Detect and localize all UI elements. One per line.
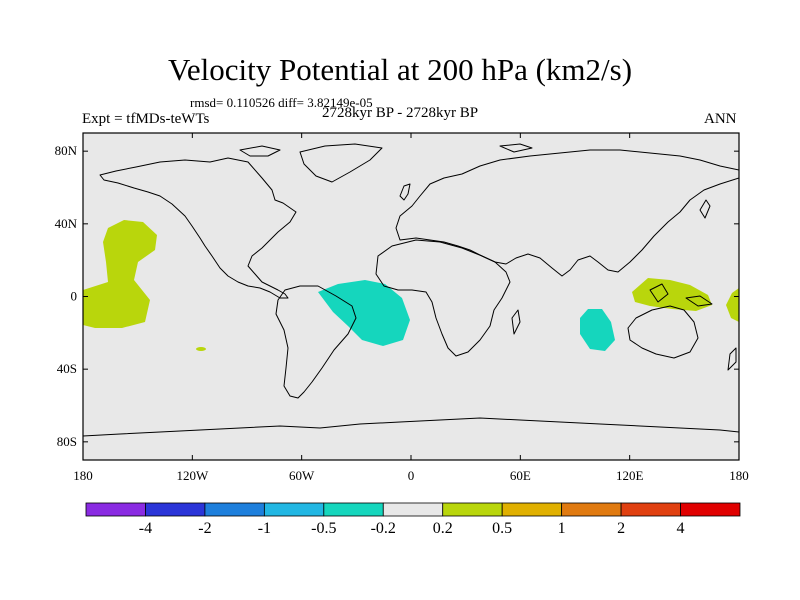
coastline-north-america bbox=[99, 157, 297, 299]
experiment-label: Expt = tfMDs-teWTs bbox=[82, 111, 210, 127]
colorbar-label: 2 bbox=[617, 520, 625, 537]
colorbar-label: -4 bbox=[139, 520, 152, 537]
colorbar-swatch bbox=[442, 502, 503, 517]
season-label: ANN bbox=[704, 111, 737, 127]
colorbar-swatch bbox=[382, 502, 444, 517]
lon-tick-label: 180 bbox=[729, 468, 749, 483]
colorbar-swatch bbox=[501, 502, 563, 517]
coastline-arctic-islands bbox=[239, 143, 533, 157]
coastline-south-america bbox=[275, 285, 357, 399]
negative-anomaly-region-atlantic bbox=[318, 280, 410, 346]
colorbar-label: -1 bbox=[258, 520, 271, 537]
coastline-borneo bbox=[649, 283, 669, 303]
colorbar-swatch bbox=[145, 502, 206, 517]
coastline-greenland bbox=[299, 143, 383, 183]
lon-tick-label: 0 bbox=[408, 468, 415, 483]
colorbar-swatch bbox=[323, 502, 384, 517]
colorbar-label: -2 bbox=[198, 520, 211, 537]
figure-title: Velocity Potential at 200 hPa (km2/s) bbox=[167, 52, 633, 87]
lat-tick-label: 80N bbox=[55, 143, 78, 158]
colorbar: -4 -2 -1 -0.5 -0.2 0.2 0.5 1 2 4 bbox=[85, 502, 741, 537]
coastline-british-isles bbox=[399, 183, 411, 201]
colorbar-swatch bbox=[561, 502, 622, 517]
colorbar-swatch bbox=[85, 502, 146, 517]
longitude-axis: 180 120W 60W 0 60E 120E 180 bbox=[73, 133, 749, 483]
colorbar-label: -0.2 bbox=[371, 520, 396, 537]
lon-tick-label: 60E bbox=[510, 468, 531, 483]
coastline-antarctica bbox=[83, 417, 739, 437]
period-label: 2728kyr BP - 2728kyr BP bbox=[322, 105, 479, 121]
colorbar-label: 0.5 bbox=[492, 520, 512, 537]
positive-anomaly-region-maritime-continent bbox=[632, 278, 712, 311]
map-ocean-background bbox=[83, 133, 739, 460]
negative-anomaly-region-indian-ocean bbox=[580, 309, 615, 351]
lat-tick-label: 0 bbox=[71, 289, 78, 304]
lon-tick-label: 180 bbox=[73, 468, 93, 483]
coastline-new-guinea bbox=[685, 295, 713, 307]
lat-tick-label: 80S bbox=[57, 434, 77, 449]
stats-text: rmsd= 0.110526 diff= 3.82149e-05 bbox=[190, 95, 373, 110]
coastline-africa bbox=[375, 239, 511, 357]
lat-tick-label: 40S bbox=[57, 361, 77, 376]
colorbar-swatch bbox=[680, 502, 741, 517]
colorbar-swatch bbox=[620, 502, 681, 517]
latitude-axis: 80N 40N 0 40S 80S bbox=[55, 143, 739, 449]
colorbar-swatch bbox=[263, 502, 325, 517]
colorbar-swatch bbox=[204, 502, 265, 517]
colorbar-label: 0.2 bbox=[433, 520, 453, 537]
colorbar-label: 1 bbox=[558, 520, 566, 537]
positive-anomaly-region-pacific bbox=[83, 220, 157, 328]
coastline-japan bbox=[699, 199, 711, 219]
positive-anomaly-small-patch bbox=[196, 347, 206, 351]
coastline-new-zealand bbox=[727, 347, 737, 371]
lon-tick-label: 120E bbox=[616, 468, 644, 483]
lon-tick-label: 60W bbox=[289, 468, 315, 483]
coastline-madagascar bbox=[511, 309, 521, 335]
coastline-eurasia bbox=[395, 149, 739, 277]
colorbar-label: 4 bbox=[677, 520, 685, 537]
coastline-australia bbox=[627, 305, 699, 359]
lat-tick-label: 40N bbox=[55, 216, 78, 231]
lon-tick-label: 120W bbox=[176, 468, 209, 483]
colorbar-label: -0.5 bbox=[311, 520, 336, 537]
